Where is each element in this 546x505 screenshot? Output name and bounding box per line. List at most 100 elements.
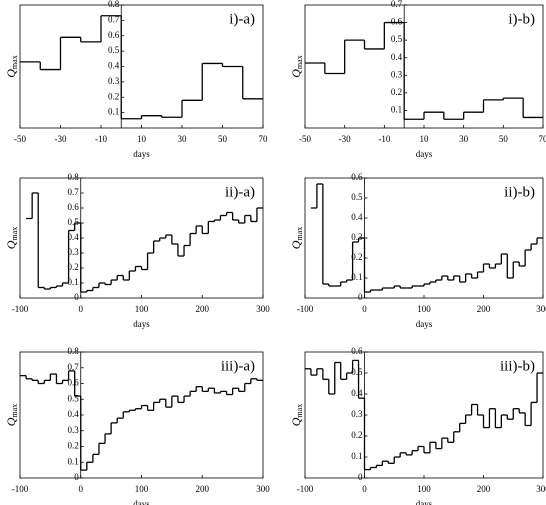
- x-tick-label: 200: [477, 304, 491, 314]
- y-axis-label: Qmax: [289, 404, 304, 426]
- x-tick-label: -50: [299, 134, 311, 144]
- x-tick-label: 100: [417, 484, 431, 494]
- y-tick-label: 0.3: [108, 76, 120, 86]
- y-tick-label: 0: [358, 292, 363, 302]
- x-tick-label: -100: [297, 484, 314, 494]
- x-tick-label: 100: [135, 484, 149, 494]
- y-axis-label: Qmax: [4, 55, 19, 77]
- y-tick-label: 0.8: [108, 0, 120, 9]
- y-tick-label: 0.6: [391, 17, 403, 27]
- panel: 0.1 0.2 0.3 0.4 0.5 0.6 0.7 -50 -30 -10 10 30 50 70 da…: [289, 0, 546, 159]
- y-tick-label: 0.7: [108, 14, 120, 24]
- panel-label: iii)-b): [500, 358, 535, 374]
- panel: 0 0.1 0.2 0.3 0.4 0.5 0.6 0.7 0.8 -100 0 100 200 300 d…: [4, 172, 271, 329]
- x-tick-label: 200: [196, 484, 210, 494]
- y-axis-subscript: max: [10, 227, 19, 241]
- y-tick-label: 0: [358, 472, 363, 482]
- x-tick-label: 300: [536, 304, 546, 314]
- x-tick-label: 70: [539, 134, 546, 144]
- y-tick-label: 0.1: [351, 272, 362, 282]
- y-tick-label: 0.5: [68, 393, 80, 403]
- y-tick-label: 0.6: [68, 378, 80, 388]
- x-axis-label: days: [416, 149, 433, 159]
- y-tick-label: 0: [74, 472, 79, 482]
- y-tick-label: 0.7: [391, 0, 403, 9]
- y-tick-label: 0.2: [68, 262, 79, 272]
- y-tick-label: 0.1: [351, 451, 362, 461]
- y-axis-symbol: Q: [4, 69, 18, 78]
- x-axis-label: days: [133, 499, 150, 505]
- x-tick-label: 30: [178, 134, 188, 144]
- x-tick-label: -100: [297, 304, 314, 314]
- x-tick-label: 10: [137, 134, 147, 144]
- x-tick-label: -10: [378, 134, 390, 144]
- x-tick-label: 50: [218, 134, 228, 144]
- y-tick-label: 0.4: [68, 232, 80, 242]
- y-axis-subscript: max: [295, 227, 304, 241]
- x-tick-label: 100: [417, 304, 431, 314]
- x-tick-label: -100: [12, 304, 29, 314]
- y-axis-symbol: Q: [4, 240, 18, 249]
- y-tick-label: 0.4: [351, 388, 363, 398]
- x-tick-label: 0: [79, 484, 84, 494]
- y-tick-label: 0.1: [68, 277, 79, 287]
- x-tick-label: -30: [339, 134, 351, 144]
- y-tick-label: 0.4: [391, 52, 403, 62]
- panel-label: ii)-a): [225, 184, 255, 200]
- y-tick-label: 0.3: [351, 232, 363, 242]
- x-tick-label: 300: [536, 484, 546, 494]
- panel-label: iii)-a): [221, 358, 255, 374]
- y-axis-subscript: max: [10, 55, 19, 69]
- y-tick-label: 0.7: [68, 187, 80, 197]
- y-tick-label: 0.2: [351, 430, 362, 440]
- y-tick-label: 0.1: [391, 104, 402, 114]
- y-tick-label: 0.1: [68, 456, 79, 466]
- y-tick-label: 0.7: [68, 362, 80, 372]
- y-axis-symbol: Q: [289, 417, 303, 426]
- x-tick-label: 50: [499, 134, 509, 144]
- y-tick-label: 0.1: [108, 107, 119, 117]
- y-axis-label: Qmax: [289, 227, 304, 249]
- y-tick-label: 0.4: [351, 212, 363, 222]
- y-axis-subscript: max: [10, 404, 19, 418]
- y-axis-symbol: Q: [289, 69, 303, 78]
- y-tick-label: 0.6: [351, 346, 363, 356]
- x-tick-label: -30: [55, 134, 67, 144]
- y-tick-label: 0.3: [391, 69, 403, 79]
- panel: 0.1 0.2 0.3 0.4 0.5 0.6 0.7 0.8 -50 -30 -10 10 30 50 7…: [4, 0, 268, 159]
- y-tick-label: 0.3: [68, 425, 80, 435]
- y-tick-label: 0.4: [108, 61, 120, 71]
- plot-frame: [304, 4, 544, 129]
- panel-label: ii)-b): [504, 184, 535, 200]
- x-tick-label: 30: [459, 134, 469, 144]
- x-axis-label: days: [133, 319, 150, 329]
- x-tick-label: 300: [256, 304, 270, 314]
- y-tick-label: 0.4: [68, 409, 80, 419]
- y-tick-label: 0: [74, 292, 79, 302]
- x-tick-label: -100: [12, 484, 29, 494]
- x-tick-label: 0: [79, 304, 84, 314]
- y-axis-subscript: max: [295, 404, 304, 418]
- y-tick-label: 0.3: [68, 247, 80, 257]
- y-tick-label: 0.5: [351, 367, 363, 377]
- x-tick-label: 0: [362, 304, 367, 314]
- y-axis-label: Qmax: [4, 404, 19, 426]
- x-tick-label: 10: [420, 134, 430, 144]
- y-tick-label: 0.8: [68, 346, 80, 356]
- y-tick-label: 0.5: [391, 34, 403, 44]
- panel-label: i)-a): [229, 11, 255, 27]
- y-axis-label: Qmax: [289, 55, 304, 77]
- panel: 0 0.1 0.2 0.3 0.4 0.5 0.6 -100 0 100 200 300 days Qma…: [289, 346, 546, 505]
- x-tick-label: 200: [196, 304, 210, 314]
- y-tick-label: 0.5: [351, 192, 363, 202]
- x-axis-label: days: [133, 149, 150, 159]
- panel: 0 0.1 0.2 0.3 0.4 0.5 0.6 -100 0 100 200 300 days Qma…: [289, 172, 546, 329]
- x-tick-label: 70: [259, 134, 269, 144]
- y-tick-label: 0.6: [108, 30, 120, 40]
- x-axis-label: days: [416, 499, 433, 505]
- y-tick-label: 0.6: [68, 202, 80, 212]
- x-axis-label: days: [416, 319, 433, 329]
- y-axis-label: Qmax: [4, 227, 19, 249]
- y-tick-label: 0.2: [391, 87, 402, 97]
